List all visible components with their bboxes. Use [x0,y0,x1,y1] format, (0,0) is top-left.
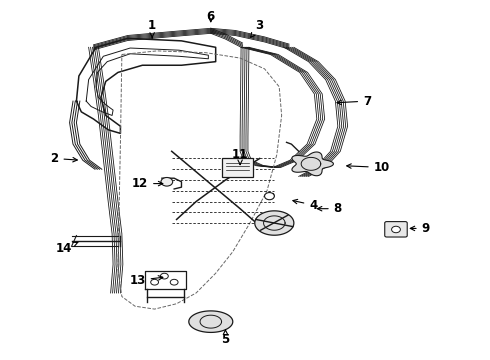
Polygon shape [189,311,233,332]
Text: 5: 5 [221,330,230,346]
Text: 8: 8 [318,202,342,215]
Circle shape [392,226,400,233]
FancyBboxPatch shape [385,222,407,237]
FancyBboxPatch shape [222,158,253,177]
Circle shape [265,193,274,200]
Circle shape [161,177,172,186]
Text: 14: 14 [56,242,78,255]
Text: 9: 9 [410,222,430,235]
Text: 11: 11 [232,148,248,165]
Text: 7: 7 [337,95,371,108]
Text: 13: 13 [129,274,163,287]
Polygon shape [255,211,294,235]
Circle shape [160,273,168,279]
Text: 6: 6 [207,10,215,23]
Circle shape [151,279,159,285]
Text: 2: 2 [50,152,77,165]
Polygon shape [292,152,333,176]
Circle shape [170,279,178,285]
Text: 1: 1 [148,19,156,38]
Text: 12: 12 [132,177,163,190]
Text: 10: 10 [347,161,390,174]
Text: 4: 4 [293,199,318,212]
Text: 3: 3 [250,19,264,37]
